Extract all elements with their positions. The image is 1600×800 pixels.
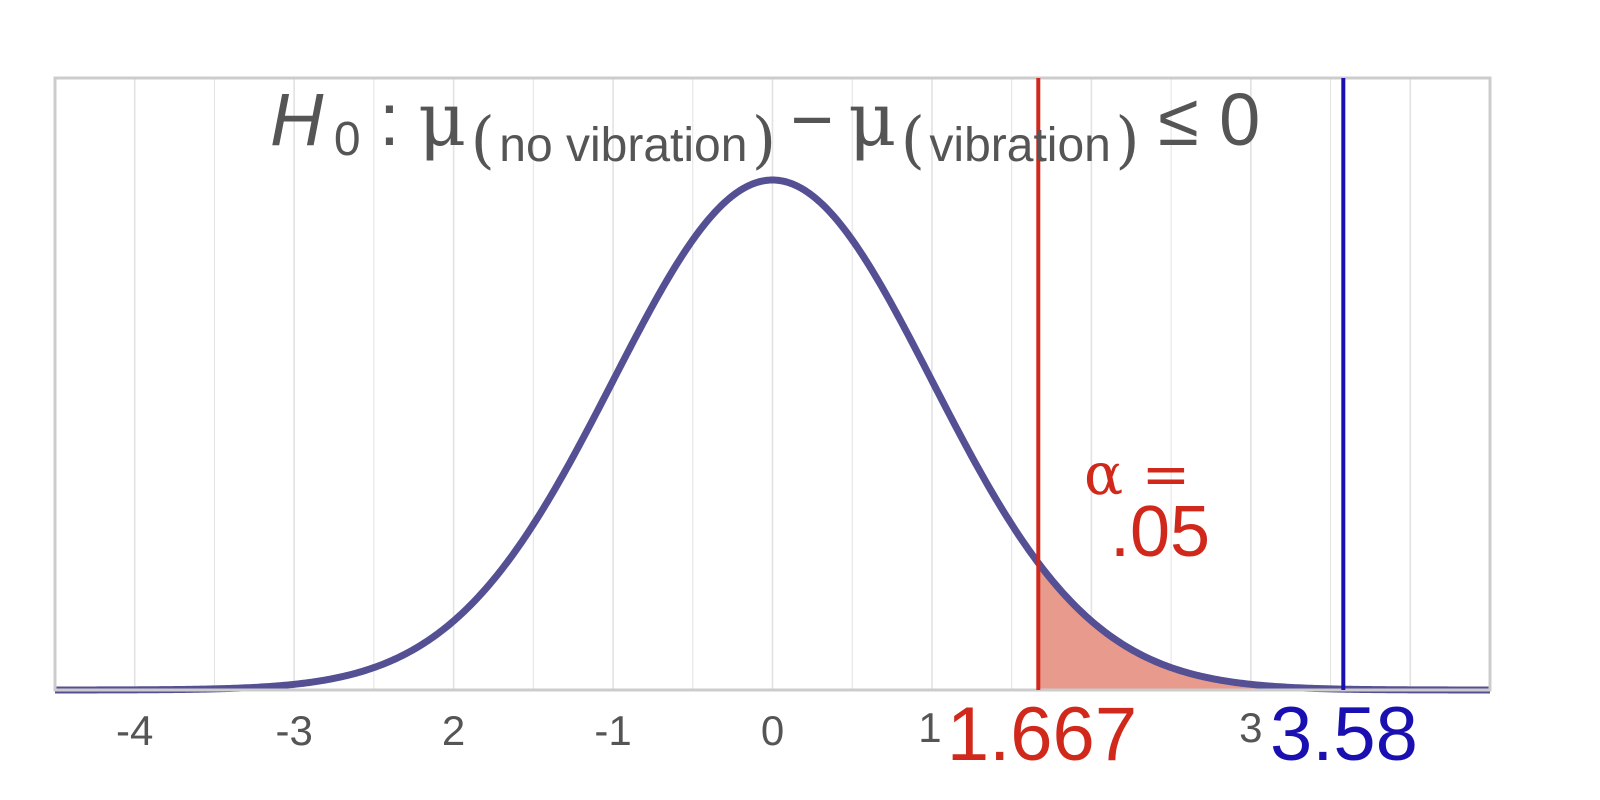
title-relation: ≤ 0 — [1158, 78, 1260, 161]
x-tick-label: 3 — [1239, 704, 1262, 751]
title-subscript-0: 0 — [334, 113, 361, 166]
title-mu-2: μ — [848, 77, 896, 163]
x-tick-label: -4 — [116, 707, 153, 754]
test-statistic-label: 3.58 — [1270, 692, 1418, 777]
alpha-value-annotation: .05 — [1110, 492, 1210, 572]
title-group-1: no vibration — [499, 119, 747, 172]
title-minus: − — [791, 78, 834, 161]
x-tick-labels: -4 -3 2 -1 0 1 3 — [116, 704, 1262, 754]
title-paren-open-2: ( — [901, 103, 925, 176]
density-curve — [53, 176, 1492, 694]
x-tick-label: 0 — [761, 707, 784, 754]
x-tick-label: -1 — [594, 707, 631, 754]
chart-title: H 0 : μ ( no vibration ) − μ ( vibration… — [270, 77, 1260, 176]
title-paren-close-1: ) — [752, 103, 776, 176]
alpha-symbol-annotation: α = — [1084, 440, 1190, 508]
title-paren-open-1: ( — [471, 103, 495, 176]
rejection-region-shade — [1038, 562, 1490, 690]
plot-frame — [53, 76, 1492, 692]
critical-value-label: 1.667 — [947, 692, 1137, 777]
x-tick-label: 1 — [918, 704, 941, 751]
title-h: H — [270, 78, 324, 161]
title-mu-1: μ — [418, 77, 466, 163]
x-tick-label: -3 — [275, 707, 312, 754]
grid-lines — [133, 78, 1412, 690]
title-group-2: vibration — [929, 119, 1110, 172]
title-paren-close-2: ) — [1115, 103, 1139, 176]
x-tick-label: 2 — [442, 707, 465, 754]
title-colon: : — [379, 78, 400, 161]
